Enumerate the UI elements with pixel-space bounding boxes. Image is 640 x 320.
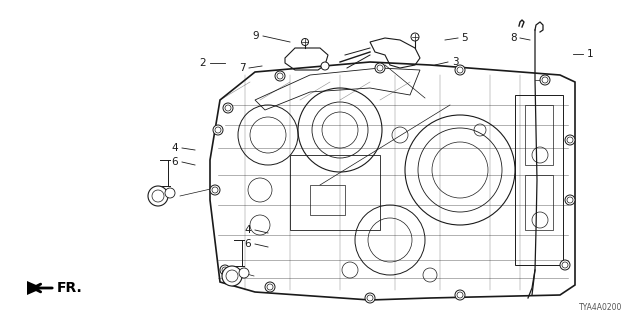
Circle shape [265, 282, 275, 292]
Bar [525, 175, 553, 230]
Text: 5: 5 [461, 33, 468, 43]
Circle shape [223, 103, 233, 113]
Circle shape [220, 265, 230, 275]
Bar [525, 105, 553, 165]
Text: 2: 2 [200, 58, 206, 68]
Text: 1: 1 [587, 49, 593, 59]
Circle shape [301, 38, 308, 45]
Circle shape [455, 65, 465, 75]
Circle shape [275, 71, 285, 81]
Text: 4: 4 [244, 225, 252, 235]
Text: 8: 8 [511, 33, 517, 43]
Circle shape [565, 135, 575, 145]
Circle shape [540, 75, 550, 85]
Circle shape [210, 185, 220, 195]
Circle shape [411, 33, 419, 41]
Bar [290, 155, 380, 230]
Text: 7: 7 [239, 63, 245, 73]
Circle shape [239, 268, 249, 278]
Circle shape [165, 188, 175, 198]
Text: 9: 9 [253, 31, 259, 41]
Text: 3: 3 [452, 57, 458, 67]
Text: 6: 6 [172, 157, 179, 167]
Circle shape [560, 260, 570, 270]
Circle shape [222, 266, 242, 286]
Circle shape [375, 63, 385, 73]
Circle shape [213, 125, 223, 135]
Circle shape [321, 62, 329, 70]
Text: 6: 6 [244, 239, 252, 249]
Bar [515, 95, 563, 265]
Polygon shape [27, 281, 43, 295]
Circle shape [365, 293, 375, 303]
Circle shape [455, 290, 465, 300]
Circle shape [148, 186, 168, 206]
Text: 4: 4 [172, 143, 179, 153]
Text: TYA4A0200: TYA4A0200 [579, 303, 622, 312]
Circle shape [565, 195, 575, 205]
Bar [310, 185, 345, 215]
Text: FR.: FR. [57, 281, 83, 295]
